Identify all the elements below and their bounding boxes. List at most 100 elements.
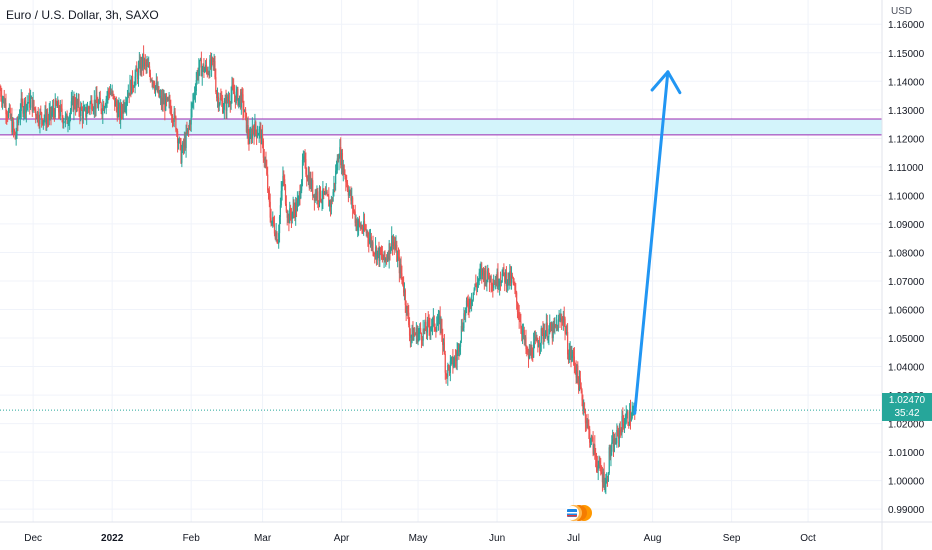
candle-body (558, 318, 560, 320)
candle-body (316, 191, 318, 198)
candle-body (491, 285, 493, 286)
candle-body (338, 157, 340, 163)
candle-body (17, 120, 19, 123)
candle-body (46, 117, 48, 125)
candle-body (354, 211, 356, 223)
time-axis[interactable]: Dec 2022 Feb Mar Apr May Jun Jul Aug Sep Oct (0, 521, 932, 544)
candle-body (54, 99, 56, 118)
candle-body (84, 107, 86, 110)
candle-body (72, 98, 74, 111)
candle-body (30, 97, 33, 99)
candle-body (166, 97, 168, 100)
candle-body (85, 107, 87, 117)
candle-body (176, 130, 178, 132)
candle-body (178, 138, 180, 143)
candle-body (25, 104, 27, 113)
price-axis[interactable]: 0.990001.000001.010001.020001.030001.040… (881, 0, 925, 550)
candle-body (80, 106, 82, 117)
candle-body (157, 86, 159, 92)
candle-body (352, 208, 355, 211)
candle-body (429, 326, 431, 332)
candle-body (350, 190, 352, 201)
candle-body (202, 64, 204, 69)
candle-body (358, 220, 361, 224)
candle-body (566, 331, 568, 334)
candle-body (50, 107, 52, 116)
candle-body (431, 325, 433, 328)
candle-body (413, 333, 415, 341)
candle-body (275, 232, 277, 239)
candle-body (551, 326, 553, 339)
candle-body (344, 174, 346, 177)
candle-body (407, 306, 409, 313)
last-price-tag: 1.02470 35:42 (882, 393, 932, 421)
candle-body (587, 420, 589, 425)
candle-body (188, 128, 190, 130)
candle-body (496, 272, 498, 286)
candle-body (292, 206, 294, 213)
candle-body (461, 325, 463, 330)
candle-body (373, 252, 375, 254)
candle-body (377, 248, 379, 251)
candle-body (113, 94, 115, 97)
economic-events-icon[interactable] (563, 503, 593, 523)
candle-body (420, 328, 422, 334)
candle-body (433, 316, 435, 328)
candle-body (173, 111, 175, 123)
candle-body (572, 351, 575, 357)
candle-body (167, 97, 169, 101)
candle-body (574, 365, 576, 370)
projection-arrow[interactable] (633, 70, 682, 415)
candle-body (306, 178, 309, 181)
candle-body (549, 323, 551, 329)
candle-body (0, 90, 2, 97)
candle-body (478, 272, 480, 280)
candle-body (106, 96, 108, 99)
candle-body (16, 120, 18, 135)
candle-body (31, 97, 33, 112)
candle-body (23, 109, 25, 114)
candle-body (148, 66, 151, 74)
candle-body (415, 328, 417, 335)
candle-body (364, 228, 366, 230)
candle-body (15, 134, 17, 140)
candle-body (121, 111, 123, 114)
candle-body (217, 96, 219, 107)
candle-body (158, 86, 160, 97)
candle-body (19, 110, 21, 117)
x-tick-label: May (409, 533, 428, 544)
candle-body (257, 134, 259, 136)
candle-body (159, 96, 161, 98)
candle-body (77, 99, 79, 105)
candle-body (607, 472, 609, 482)
candle-body (336, 158, 338, 171)
candle-body (563, 316, 565, 319)
candle-body (500, 282, 502, 284)
candle-body (104, 105, 106, 108)
candle-body (613, 438, 615, 452)
candle-body (276, 232, 278, 243)
candle-body (352, 197, 354, 209)
candle-body (545, 322, 547, 332)
candle-body (296, 200, 298, 211)
candle-body (40, 111, 42, 113)
candle-body (502, 267, 504, 274)
candle-body (210, 57, 213, 68)
zone-fill (0, 118, 882, 135)
candle-body (145, 62, 147, 66)
candle-body (536, 337, 538, 343)
candle-body (510, 275, 513, 283)
candle-body (477, 279, 479, 282)
candle-body (465, 300, 468, 309)
candle-body (340, 147, 342, 166)
candle-body (473, 289, 475, 293)
candle-body (412, 327, 414, 341)
x-tick-label: Mar (254, 533, 272, 544)
candle-body (200, 59, 202, 77)
candle-body (219, 97, 221, 104)
candle-body (274, 233, 276, 239)
support-resistance-zone[interactable] (0, 118, 882, 136)
candle-body (55, 99, 57, 104)
candle-body (595, 453, 597, 458)
